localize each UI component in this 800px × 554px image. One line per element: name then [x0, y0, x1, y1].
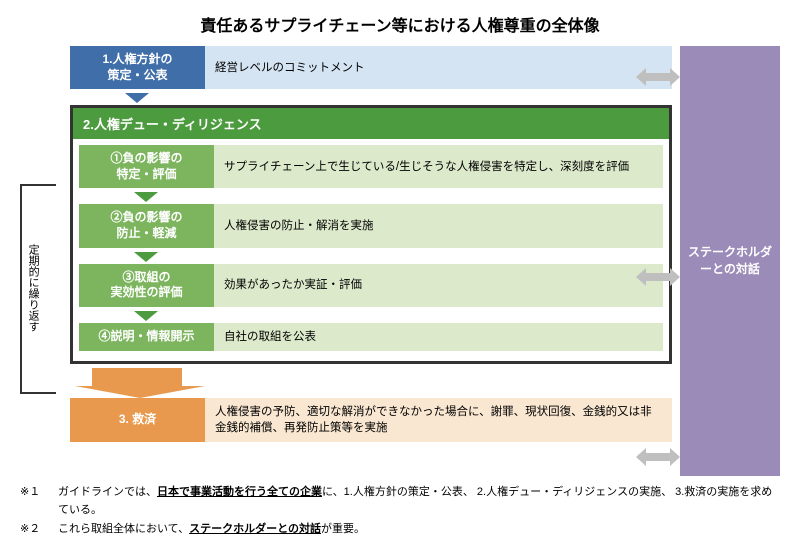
step2-sub4-label: ④説明・情報開示 [79, 323, 214, 351]
step2-sub4-row: ④説明・情報開示 自社の取組を公表 [79, 323, 663, 351]
footnotes: ※１ ガイドラインでは、日本で事業活動を行う全ての企業に、1.人権方針の策定・公… [20, 484, 780, 539]
step1-label: 1.人権方針の 策定・公表 [70, 46, 205, 89]
arrow-sub2-sub3 [134, 252, 158, 262]
footnote-1: ※１ ガイドラインでは、日本で事業活動を行う全ての企業に、1.人権方針の策定・公… [20, 484, 780, 519]
footnote-2-label: ※２ [20, 521, 58, 539]
main-diagram: 定期的に繰り返す 1.人権方針の 策定・公表 経営レベルのコミットメント 2.人… [20, 46, 780, 476]
step3-desc: 人権侵害の予防、適切な解消ができなかった場合に、謝罪、現状回復、金銭的又は非金銭… [205, 398, 672, 442]
page-title: 責任あるサプライチェーン等における人権尊重の全体像 [20, 12, 780, 36]
step2-sub1-row: ①負の影響の 特定・評価 サプライチェーン上で生じている/生じそうな人権侵害を特… [79, 145, 663, 188]
step2-sub2-label: ②負の影響の 防止・軽減 [79, 204, 214, 247]
step1-row: 1.人権方針の 策定・公表 経営レベルのコミットメント [70, 46, 672, 89]
footnote-2: ※２ これら取組全体において、ステークホルダーとの対話が重要。 [20, 521, 780, 539]
fn1-pre: ガイドラインでは、 [58, 486, 157, 498]
step2-sub1-label: ①負の影響の 特定・評価 [79, 145, 214, 188]
bidir-arrow-top-icon [636, 66, 680, 88]
step2-sub2-row: ②負の影響の 防止・軽減 人権侵害の防止・解消を実施 [79, 204, 663, 247]
loop-label: 定期的に繰り返す [26, 188, 40, 388]
bidir-arrow-mid-icon [636, 266, 680, 288]
step2-sub4-desc: 自社の取組を公表 [214, 323, 663, 351]
fn2-post: が重要。 [321, 523, 365, 535]
step2-sub1-desc: サプライチェーン上で生じている/生じそうな人権侵害を特定し、深刻度を評価 [214, 145, 663, 188]
step3-row: 3. 救済 人権侵害の予防、適切な解消ができなかった場合に、謝罪、現状回復、金銭… [70, 398, 672, 442]
arrow-sub3-sub4 [134, 311, 158, 321]
fn2-pre: これら取組全体において、 [58, 523, 189, 535]
step3-label: 3. 救済 [70, 398, 205, 442]
stakeholder-box: ステークホルダーとの対話 [680, 46, 780, 476]
step2-header: 2.人権デュー・ディリジェンス [73, 108, 669, 139]
steps-column: 1.人権方針の 策定・公表 経営レベルのコミットメント 2.人権デュー・ディリジ… [70, 46, 672, 476]
bidir-arrow-bottom-icon [636, 446, 680, 468]
step2-container: 2.人権デュー・ディリジェンス ①負の影響の 特定・評価 サプライチェーン上で生… [70, 105, 672, 364]
step2-sub3-desc: 効果があったか実証・評価 [214, 264, 663, 307]
step2-sub2-desc: 人権侵害の防止・解消を実施 [214, 204, 663, 247]
arrow-2-to-3 [70, 368, 672, 398]
arrow-1-to-2 [125, 93, 149, 103]
step2-sub3-row: ③取組の 実効性の評価 効果があったか実証・評価 [79, 264, 663, 307]
step2-sub3-label: ③取組の 実効性の評価 [79, 264, 214, 307]
footnote-1-label: ※１ [20, 484, 58, 519]
stakeholder-column: ステークホルダーとの対話 [680, 46, 780, 476]
arrow-sub1-sub2 [134, 192, 158, 202]
step1-desc: 経営レベルのコミットメント [205, 46, 672, 89]
fn1-underline: 日本で事業活動を行う全ての企業 [157, 486, 322, 498]
loop-column: 定期的に繰り返す [20, 46, 62, 476]
fn2-underline: ステークホルダーとの対話 [189, 523, 321, 535]
